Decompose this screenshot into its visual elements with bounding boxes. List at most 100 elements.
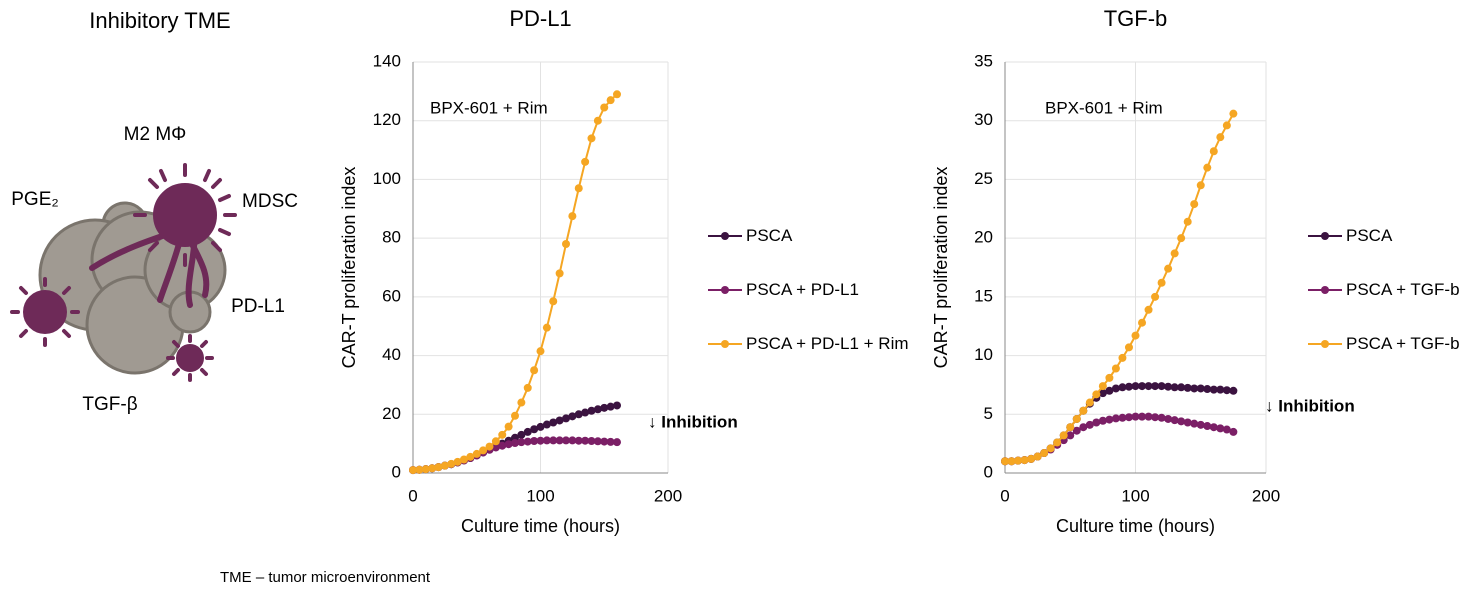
data-point — [1177, 234, 1186, 243]
data-point — [542, 323, 551, 332]
data-point — [593, 116, 602, 125]
data-point — [542, 420, 551, 429]
data-point — [1190, 419, 1199, 428]
data-point — [434, 463, 443, 472]
y-tick-label: 80 — [382, 228, 401, 247]
data-point — [1001, 457, 1009, 466]
data-point — [1144, 305, 1153, 314]
data-point — [1151, 382, 1160, 391]
x-tick-label: 0 — [408, 486, 417, 505]
footnote: TME – tumor microenvironment — [220, 569, 431, 586]
data-point — [1196, 181, 1205, 190]
data-point — [460, 455, 468, 464]
data-point — [1059, 431, 1068, 440]
x-axis-label: Culture time (hours) — [461, 516, 620, 536]
data-point — [587, 406, 596, 415]
x-tick-label: 100 — [1121, 486, 1149, 505]
data-point — [1196, 420, 1205, 429]
diagram-label: PGE₂ — [11, 189, 59, 210]
data-point — [1229, 109, 1238, 118]
data-point — [1098, 382, 1107, 391]
data-point — [1203, 422, 1212, 431]
annotation: BPX-601 + Rim — [1045, 98, 1163, 117]
data-point — [1190, 384, 1199, 393]
data-point — [593, 405, 602, 414]
data-point — [1020, 456, 1029, 465]
data-point — [504, 422, 513, 431]
data-point — [1209, 423, 1218, 432]
y-tick-label: 20 — [382, 404, 401, 423]
data-point — [1144, 382, 1153, 391]
data-point — [1222, 425, 1231, 434]
data-point — [1157, 278, 1166, 287]
data-point — [574, 436, 583, 445]
data-point — [613, 90, 621, 99]
data-point — [453, 457, 462, 466]
data-point — [1105, 415, 1114, 424]
y-tick-label: 15 — [974, 286, 993, 305]
y-tick-label: 60 — [382, 286, 401, 305]
data-point — [574, 184, 583, 193]
data-point — [1177, 417, 1186, 426]
legend-label: PSCA + TGF-b + Rim — [1346, 334, 1460, 353]
data-point — [1105, 386, 1114, 395]
data-point — [440, 461, 449, 470]
y-tick-label: 25 — [974, 169, 993, 188]
data-point — [1014, 456, 1023, 465]
data-point — [1216, 424, 1225, 433]
data-point — [1164, 264, 1173, 273]
data-point — [600, 403, 609, 412]
data-point — [421, 465, 430, 474]
data-point — [1098, 416, 1107, 425]
data-point — [1111, 414, 1120, 423]
data-point — [447, 459, 456, 468]
data-point — [1222, 121, 1231, 130]
data-point — [1222, 386, 1231, 395]
legend-marker — [721, 232, 729, 240]
data-point — [530, 437, 539, 446]
data-point — [1177, 383, 1186, 392]
data-point — [549, 418, 558, 427]
y-tick-label: 5 — [984, 404, 993, 423]
data-point — [587, 437, 596, 446]
legend-marker — [1321, 232, 1329, 240]
x-tick-label: 100 — [526, 486, 554, 505]
x-tick-label: 200 — [654, 486, 682, 505]
data-point — [1118, 353, 1127, 362]
data-point — [1085, 398, 1094, 407]
annotation: BPX-601 + Rim — [430, 98, 548, 117]
data-point — [1079, 423, 1088, 432]
data-point — [536, 347, 545, 356]
inhibition-label: ↓ Inhibition — [648, 412, 738, 431]
x-axis-label: Culture time (hours) — [1056, 516, 1215, 536]
data-point — [549, 436, 558, 445]
data-point — [1229, 386, 1238, 395]
y-axis-label: CAR-T proliferation index — [339, 167, 359, 369]
y-axis-label: CAR-T proliferation index — [931, 167, 951, 369]
data-point — [415, 465, 424, 474]
data-point — [1046, 444, 1055, 453]
data-point — [1170, 249, 1179, 258]
data-point — [517, 438, 526, 447]
data-point — [466, 452, 475, 461]
data-point — [581, 408, 590, 417]
data-point — [1066, 431, 1075, 440]
diagram-label: MDSC — [242, 191, 298, 212]
data-point — [1072, 414, 1081, 423]
diagram-label: PD-L1 — [231, 296, 285, 317]
data-point — [568, 436, 577, 445]
data-point — [409, 466, 417, 475]
data-point — [1151, 292, 1160, 301]
data-point — [1053, 438, 1062, 447]
figure-title: Inhibitory TME — [89, 8, 230, 33]
data-point — [530, 366, 539, 375]
data-point — [1170, 416, 1179, 425]
legend-marker — [721, 286, 729, 294]
data-point — [1138, 318, 1147, 327]
data-point — [491, 437, 500, 446]
data-point — [1170, 383, 1179, 392]
data-point — [1111, 364, 1120, 373]
y-tick-label: 0 — [984, 462, 993, 481]
data-point — [600, 437, 609, 446]
data-point — [600, 103, 609, 112]
